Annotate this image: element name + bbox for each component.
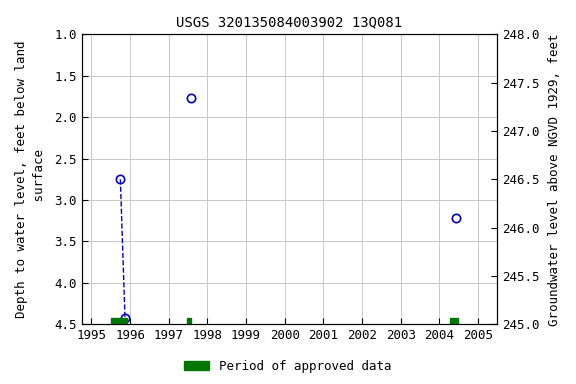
Title: USGS 320135084003902 13Q081: USGS 320135084003902 13Q081 (176, 15, 403, 29)
Legend: Period of approved data: Period of approved data (179, 355, 397, 378)
Y-axis label: Groundwater level above NGVD 1929, feet: Groundwater level above NGVD 1929, feet (548, 33, 561, 326)
Bar (187, 318, 191, 324)
Bar (111, 318, 127, 324)
Bar (450, 318, 458, 324)
Y-axis label: Depth to water level, feet below land
 surface: Depth to water level, feet below land su… (15, 41, 46, 318)
